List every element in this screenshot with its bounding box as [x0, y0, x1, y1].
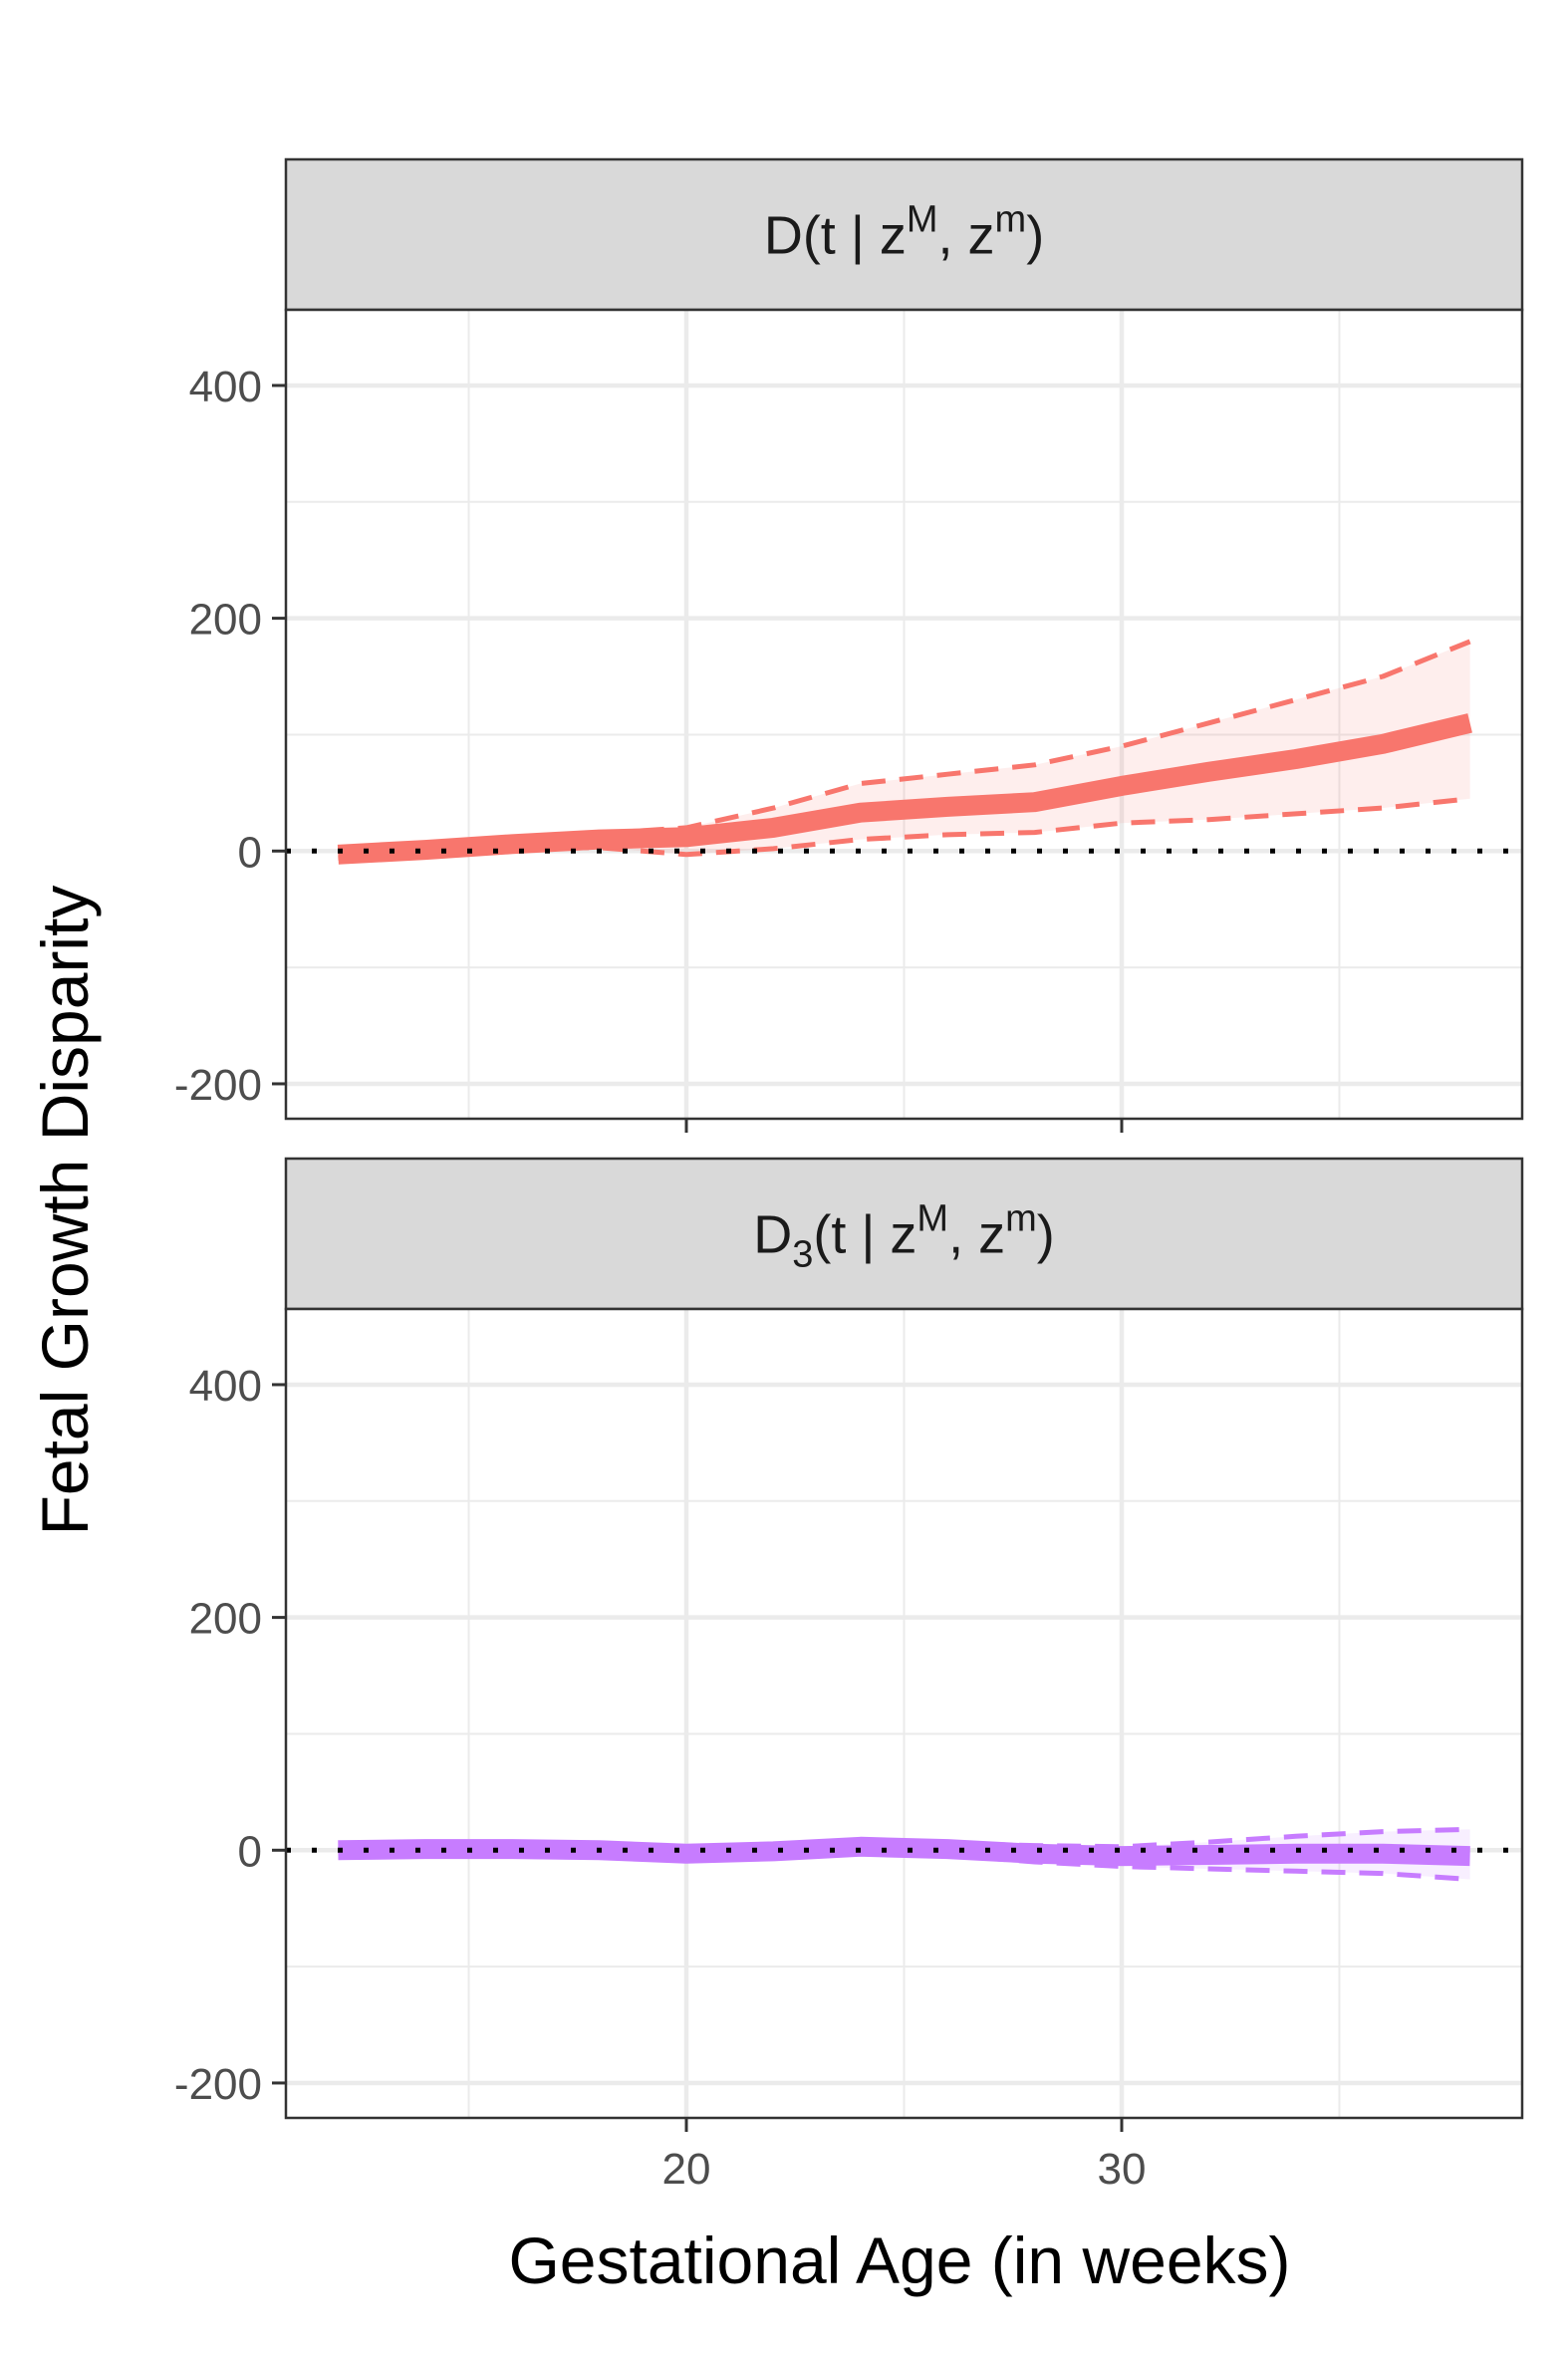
x-tick-label: 20: [662, 2145, 711, 2194]
y-tick-label: 0: [238, 828, 262, 877]
panel-2: D3(t | zM, zm) -200 0 200 400 20 30: [174, 1157, 1524, 2194]
panel-1: D(t | zM, zm) -200 0 200 400: [174, 157, 1524, 1133]
estimate-line: [338, 1836, 1470, 1867]
strip-superscript: M: [916, 1198, 948, 1240]
y-tick-label: 200: [189, 596, 262, 645]
y-tick-label: 400: [189, 363, 262, 411]
upper-bound-line: [338, 639, 1471, 854]
y-tick-label: 200: [189, 1595, 262, 1644]
strip-main: D: [753, 1205, 792, 1265]
y-tick-label: 0: [238, 1827, 262, 1876]
x-tick-label: 30: [1098, 2145, 1147, 2194]
panel-strip-label: D3(t | zM, zm): [753, 1198, 1054, 1276]
panel-strip-label: D(t | zM, zm): [764, 199, 1044, 266]
panel-strip: [284, 1157, 1524, 1311]
x-axis-title: Gestational Age (in weeks): [508, 2223, 1290, 2297]
strip-separator: , z: [948, 1205, 1005, 1265]
y-tick-label: -200: [174, 2060, 262, 2109]
panel-border: [284, 308, 1524, 1121]
strip-main: D: [764, 206, 803, 266]
y-tick-label: 400: [189, 1362, 262, 1411]
panel-strip: [284, 157, 1524, 312]
strip-separator: , z: [938, 206, 995, 266]
estimate-line: [337, 713, 1472, 865]
panel-border: [284, 1307, 1524, 2120]
strip-superscript: m: [1005, 1198, 1037, 1240]
y-axis-title: Fetal Growth Disparity: [28, 886, 102, 1536]
strip-superscript: M: [907, 199, 938, 241]
strip-subscript: 3: [792, 1234, 813, 1276]
strip-args: (t | z: [803, 206, 907, 266]
strip-args: (t | z: [813, 1205, 916, 1265]
confidence-band: [338, 642, 1470, 859]
strip-close: ): [1037, 1205, 1055, 1265]
strip-superscript: m: [995, 199, 1027, 241]
y-tick-label: -200: [174, 1061, 262, 1110]
strip-close: ): [1026, 206, 1044, 266]
